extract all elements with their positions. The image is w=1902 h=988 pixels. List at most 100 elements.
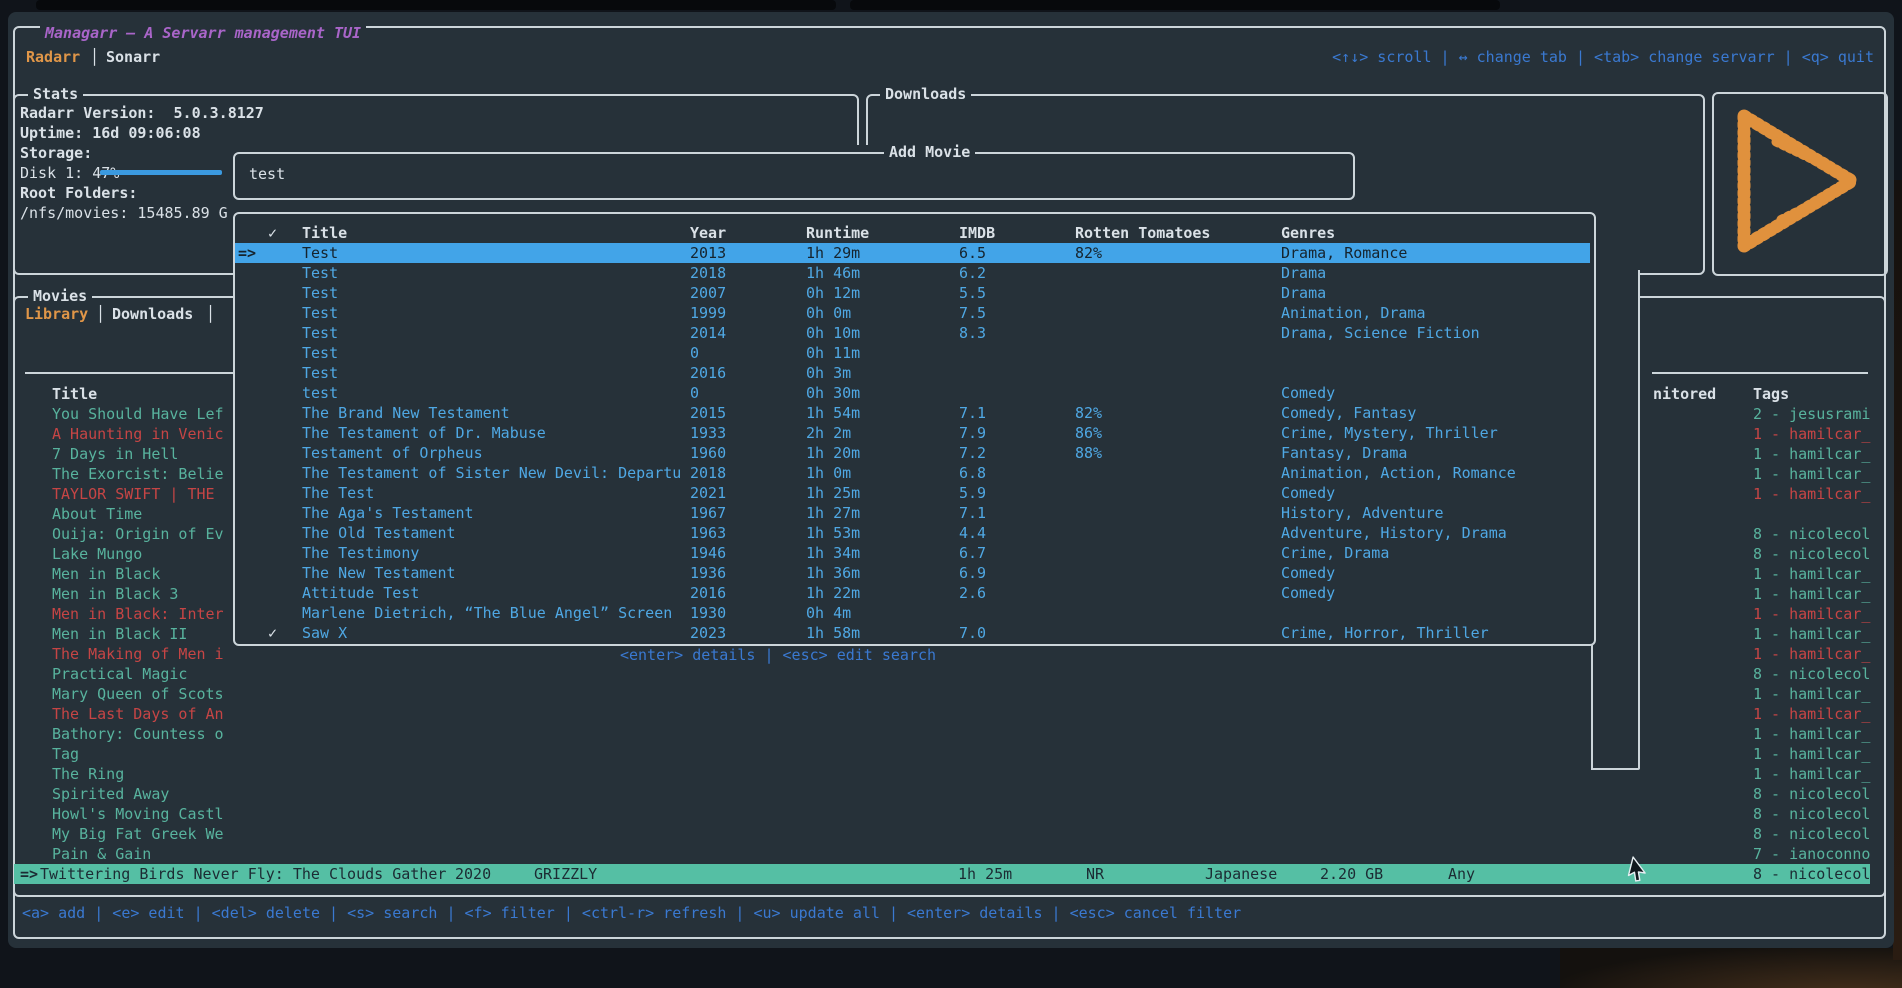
library-row[interactable]: The Making of Men i 1 - hamilcar_: [0, 644, 1902, 664]
library-row[interactable]: Pain & Gain 7 - ianoconno: [0, 844, 1902, 864]
library-row[interactable]: A Haunting in Venic 1 - hamilcar_: [0, 424, 1902, 444]
add-movie-result-row[interactable]: The Testimony 1946 1h 34m 6.7 Crime, Drama: [0, 543, 1902, 563]
library-row[interactable]: Mary Queen of Scots 1 - hamilcar_: [0, 684, 1902, 704]
selected-movie-quality: Any: [1448, 865, 1476, 883]
result-runtime: 1h 46m: [806, 264, 861, 282]
result-title: The Testament of Sister New Devil: Depar…: [302, 464, 682, 482]
result-genres: Fantasy, Drama: [1281, 444, 1408, 462]
add-movie-result-row[interactable]: The Aga's Testament 1967 1h 27m 7.1 History,…: [0, 503, 1902, 523]
movie-title: The Ring: [52, 765, 125, 783]
library-row[interactable]: Bathory: Countess o 1 - hamilcar_: [0, 724, 1902, 744]
tab-radarr[interactable]: Radarr: [26, 48, 81, 66]
result-year: 1960: [690, 444, 727, 462]
library-table-rule-left: [25, 372, 233, 374]
library-row[interactable]: About Time: [0, 504, 1902, 524]
selected-movie-title: Twittering Birds Never Fly: The Clouds G…: [40, 865, 447, 883]
library-row[interactable]: Lake Mungo 8 - nicolecol: [0, 544, 1902, 564]
result-year: 2021: [690, 484, 727, 502]
result-year: 0: [690, 344, 700, 362]
add-movie-result-row[interactable]: Test 2014 0h 10m 8.3 Drama, Science Fiction: [0, 323, 1902, 343]
modal-keybinds: <enter> details | <esc> edit search: [619, 646, 937, 664]
library-row[interactable]: 7 Days in Hell 1 - hamilcar_: [0, 444, 1902, 464]
library-row[interactable]: The Last Days of An 1 - hamilcar_: [0, 704, 1902, 724]
result-rt: 88%: [1075, 444, 1103, 462]
library-row[interactable]: The Ring 1 - hamilcar_: [0, 764, 1902, 784]
library-row[interactable]: Men in Black II 1 - hamilcar_: [0, 624, 1902, 644]
add-movie-search-box[interactable]: [233, 152, 1355, 200]
selected-movie-year: 2020: [455, 865, 492, 883]
library-row[interactable]: Howl's Moving Castl 8 - nicolecol: [0, 804, 1902, 824]
result-imdb: 7.1: [959, 504, 987, 522]
modal-table-right-border-ext: [1591, 640, 1593, 768]
movie-title: Spirited Away: [52, 785, 170, 803]
result-genres: Drama: [1281, 264, 1327, 282]
result-runtime: 1h 34m: [806, 544, 861, 562]
add-movie-result-row[interactable]: The Testament of Sister New Devil: Depar…: [0, 463, 1902, 483]
result-imdb: 6.5: [959, 244, 987, 262]
result-imdb: 5.5: [959, 284, 987, 302]
result-genres: Drama, Science Fiction: [1281, 324, 1480, 342]
add-movie-result-row[interactable]: Testament of Orpheus 1960 1h 20m 7.2 88% Fant…: [0, 443, 1902, 463]
result-imdb: 2.6: [959, 584, 987, 602]
desktop-edge: [1893, 180, 1902, 960]
result-imdb: 6.2: [959, 264, 987, 282]
add-movie-result-row[interactable]: The Test 2021 1h 25m 5.9 Comedy: [0, 483, 1902, 503]
add-movie-modal-title: Add Movie: [884, 142, 976, 162]
library-row[interactable]: Tag 1 - hamilcar_: [0, 744, 1902, 764]
add-movie-result-row[interactable]: => Test 2013 1h 29m 6.5 82% Drama, Romance: [235, 243, 1590, 263]
movie-tag: 8 - nicolecol: [1753, 805, 1871, 823]
result-imdb: 6.8: [959, 464, 987, 482]
add-movie-result-row[interactable]: Test 1999 0h 0m 7.5 Animation, Drama: [0, 303, 1902, 323]
selected-movie-size: 2.20 GB: [1320, 865, 1384, 883]
result-imdb: 7.0: [959, 624, 987, 642]
library-row[interactable]: Men in Black: Inter 1 - hamilcar_: [0, 604, 1902, 624]
add-movie-search-input[interactable]: test: [249, 165, 286, 183]
add-movie-result-row[interactable]: Test 2007 0h 12m 5.5 Drama: [0, 283, 1902, 303]
movie-title: Bathory: Countess o: [52, 725, 224, 743]
selected-movie-rating: NR: [1086, 865, 1105, 883]
add-movie-result-row[interactable]: The Testament of Dr. Mabuse 1933 2h 2m 7.9 8…: [0, 423, 1902, 443]
add-movie-result-row[interactable]: The New Testament 1936 1h 36m 6.9 Comedy: [0, 563, 1902, 583]
result-runtime: 0h 30m: [806, 384, 861, 402]
result-year: 2023: [690, 624, 727, 642]
movies-tab-downloads[interactable]: Downloads: [112, 305, 194, 323]
result-genres: History, Adventure: [1281, 504, 1444, 522]
result-runtime: 0h 10m: [806, 324, 861, 342]
library-row[interactable]: Practical Magic 8 - nicolecol: [0, 664, 1902, 684]
movie-tag: 1 - hamilcar_: [1753, 565, 1871, 583]
movie-title: 7 Days in Hell: [52, 445, 179, 463]
add-movie-result-row[interactable]: The Old Testament 1963 1h 53m 4.4 Adventure,…: [0, 523, 1902, 543]
add-movie-result-row[interactable]: Test 2018 1h 46m 6.2 Drama: [0, 263, 1902, 283]
add-movie-result-row[interactable]: ✓ Saw X 2023 1h 58m 7.0 Crime, Horror, Thrill…: [0, 623, 1902, 643]
library-selected-row[interactable]: => Twittering Birds Never Fly: The Cloud…: [14, 864, 1870, 884]
selection-marker: =>: [20, 865, 39, 883]
app-title: Managarr – A Servarr management TUI: [40, 23, 367, 43]
add-movie-result-row[interactable]: Marlene Dietrich, “The Blue Angel” Scree…: [0, 603, 1902, 623]
result-year: 1963: [690, 524, 727, 542]
library-row[interactable]: Men in Black 1 - hamilcar_: [0, 564, 1902, 584]
library-row[interactable]: TAYLOR SWIFT | THE 1 - hamilcar_: [0, 484, 1902, 504]
global-keybinds: <↑↓> scroll | ↔ change tab | <tab> chang…: [1332, 48, 1874, 66]
movie-tag: 1 - hamilcar_: [1753, 705, 1871, 723]
library-row[interactable]: Men in Black 3 1 - hamilcar_: [0, 584, 1902, 604]
movie-title: TAYLOR SWIFT | THE: [52, 485, 215, 503]
result-title: Test: [302, 364, 339, 382]
result-runtime: 0h 0m: [806, 304, 852, 322]
add-movie-result-row[interactable]: Attitude Test 2016 1h 22m 2.6 Comedy: [0, 583, 1902, 603]
result-title: The Testimony: [302, 544, 420, 562]
movies-tab-library[interactable]: Library: [25, 305, 89, 323]
library-row[interactable]: Ouija: Origin of Ev 8 - nicolecol: [0, 524, 1902, 544]
library-row[interactable]: My Big Fat Greek We 8 - nicolecol: [0, 824, 1902, 844]
tab-sonarr[interactable]: Sonarr: [106, 48, 161, 66]
result-title: test: [302, 384, 339, 402]
result-rt: 82%: [1075, 244, 1103, 262]
library-row[interactable]: The Exorcist: Belie 1 - hamilcar_: [0, 464, 1902, 484]
library-row[interactable]: Spirited Away 8 - nicolecol: [0, 784, 1902, 804]
movie-tag: 8 - nicolecol: [1753, 545, 1871, 563]
add-movie-result-row[interactable]: test 0 0h 30m Comedy: [0, 383, 1902, 403]
library-row[interactable]: You Should Have Lef 2 - jesusrami: [0, 404, 1902, 424]
add-movie-result-row[interactable]: Test 2016 0h 3m: [0, 363, 1902, 383]
add-movie-result-row[interactable]: Test 0 0h 11m: [0, 343, 1902, 363]
add-movie-result-row[interactable]: The Brand New Testament 2015 1h 54m 7.1 82% C…: [0, 403, 1902, 423]
